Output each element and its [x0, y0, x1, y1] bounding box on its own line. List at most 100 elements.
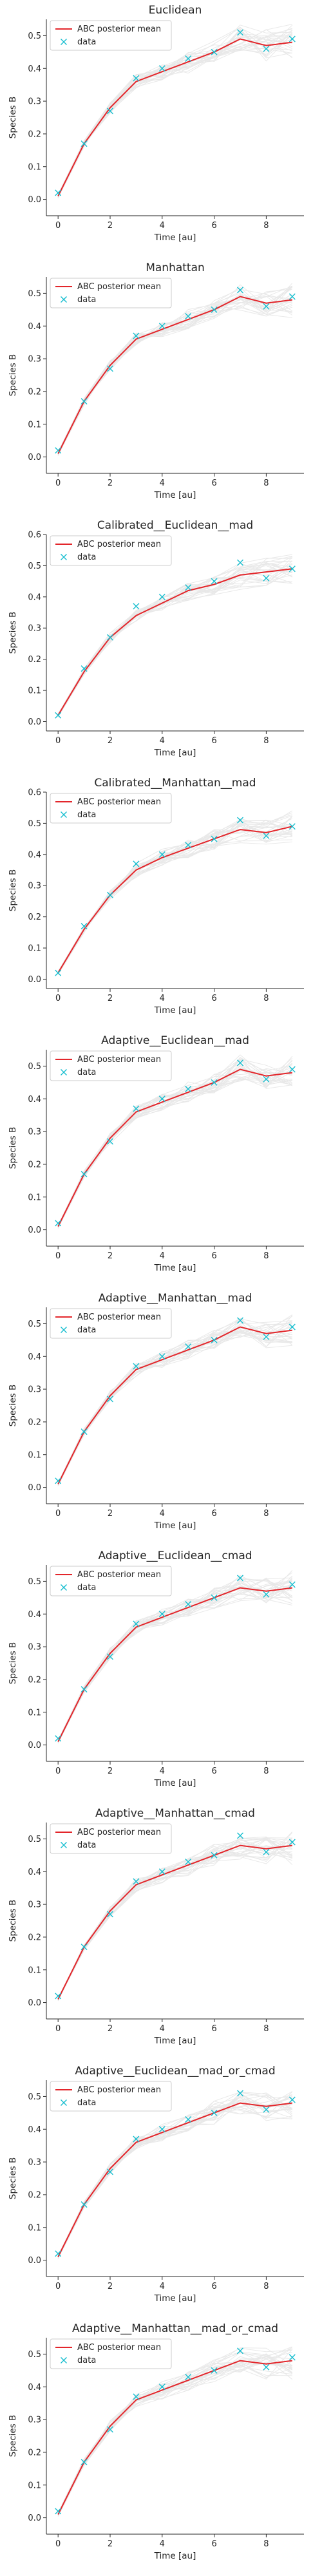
y-tick-label: 0.4: [28, 1610, 41, 1620]
legend-box: [50, 20, 172, 51]
posterior-sample-line: [57, 1332, 292, 1484]
posterior-samples: [57, 554, 293, 717]
x-tick-label: 0: [55, 994, 61, 1003]
x-tick-label: 2: [108, 2539, 113, 2549]
legend-label-data: data: [77, 37, 96, 47]
posterior-sample-line: [57, 35, 292, 196]
posterior-sample-line: [57, 1334, 292, 1483]
posterior-sample-line: [57, 301, 292, 456]
y-tick-label: 0.1: [28, 687, 41, 696]
posterior-sample-line: [57, 818, 292, 975]
posterior-sample-line: [57, 2095, 293, 2257]
x-axis-label: Time [au]: [154, 232, 196, 243]
posterior-sample-line: [57, 285, 292, 456]
legend-data-swatch: [61, 1327, 67, 1333]
posterior-sample-line: [57, 1059, 292, 1227]
x-tick-label: 8: [263, 994, 269, 1003]
data-point: [237, 2347, 244, 2354]
posterior-sample-line: [57, 2092, 293, 2259]
x-tick-label: 8: [263, 2539, 269, 2549]
posterior-sample-line: [57, 1580, 292, 1743]
data-point: [289, 293, 296, 300]
legend-label-mean: ABC posterior mean: [77, 1570, 161, 1580]
chart-title: Euclidean: [149, 4, 202, 17]
y-tick-label: 0.0: [28, 1226, 41, 1235]
posterior-mean-line: [57, 2360, 292, 2515]
x-tick-label: 4: [160, 221, 165, 231]
data-point: [237, 817, 244, 824]
data-point: [185, 313, 192, 319]
posterior-sample-line: [57, 1849, 292, 2000]
data-markers: [55, 2090, 296, 2257]
data-point: [289, 1323, 296, 1331]
legend-data-swatch: [61, 2099, 67, 2106]
data-markers: [55, 1317, 296, 1484]
posterior-mean-line: [57, 1844, 292, 2000]
data-point: [106, 891, 113, 898]
y-tick-label: 0.6: [28, 531, 41, 540]
y-tick-label: 0.1: [28, 162, 41, 172]
data-point: [289, 823, 296, 830]
legend-label-mean: ABC posterior mean: [77, 24, 161, 34]
y-tick-label: 0.3: [28, 624, 41, 634]
data-point: [55, 2508, 62, 2515]
data-point: [263, 832, 270, 839]
x-tick-label: 8: [263, 221, 269, 231]
posterior-sample-line: [57, 2092, 293, 2259]
legend-box: [50, 1050, 172, 1081]
posterior-sample-line: [57, 2347, 293, 2516]
posterior-mean-line: [57, 1587, 292, 1742]
posterior-samples: [57, 810, 293, 975]
posterior-sample-line: [57, 302, 292, 453]
x-tick-label: 0: [55, 478, 61, 488]
posterior-sample-line: [57, 2106, 292, 2259]
posterior-sample-line: [57, 2349, 293, 2515]
data-point: [80, 1428, 88, 1435]
posterior-sample-line: [57, 1581, 292, 1742]
posterior-sample-line: [57, 291, 293, 455]
legend-data-swatch: [61, 39, 67, 45]
posterior-sample-line: [57, 1851, 292, 2001]
posterior-sample-line: [57, 1578, 293, 1743]
posterior-sample-line: [57, 566, 293, 715]
data-point: [106, 1396, 113, 1403]
posterior-sample-line: [57, 1314, 293, 1483]
x-tick-label: 0: [55, 1766, 61, 1776]
legend-data-swatch: [61, 2357, 67, 2363]
data-point: [158, 1095, 166, 1103]
posterior-sample-line: [57, 1063, 292, 1225]
posterior-sample-line: [57, 1067, 292, 1226]
y-tick-label: 0.2: [28, 1160, 41, 1170]
data-point: [185, 842, 192, 849]
data-point: [211, 306, 218, 313]
posterior-sample-line: [57, 567, 293, 716]
posterior-sample-line: [57, 2094, 293, 2257]
x-axis-label: Time [au]: [154, 2036, 196, 2046]
posterior-sample-line: [57, 1839, 293, 2001]
legend-box: [50, 2338, 172, 2369]
posterior-sample-line: [57, 36, 293, 198]
legend-label-mean: ABC posterior mean: [77, 282, 161, 292]
posterior-sample-line: [57, 1848, 292, 1998]
legend-label-data: data: [77, 553, 96, 562]
posterior-samples: [57, 2346, 293, 2517]
legend-box: [50, 793, 172, 824]
posterior-sample-line: [57, 1319, 292, 1483]
x-tick-label: 0: [55, 221, 61, 231]
data-point: [106, 365, 113, 372]
legend: ABC posterior mean data: [50, 1308, 172, 1339]
posterior-sample-line: [57, 1584, 293, 1741]
data-point: [237, 287, 244, 294]
posterior-sample-line: [57, 1059, 292, 1226]
posterior-sample-line: [57, 816, 293, 974]
x-tick-label: 2: [108, 1766, 113, 1776]
x-tick-label: 6: [211, 994, 216, 1003]
data-point: [133, 1878, 140, 1885]
y-axis-label: Species B: [8, 2157, 18, 2200]
posterior-sample-line: [57, 819, 292, 972]
posterior-sample-line: [57, 1327, 292, 1486]
posterior-sample-line: [57, 2104, 292, 2257]
x-tick-label: 0: [55, 736, 61, 746]
posterior-sample-line: [57, 1837, 292, 1999]
y-tick-label: 0.1: [28, 2481, 41, 2490]
